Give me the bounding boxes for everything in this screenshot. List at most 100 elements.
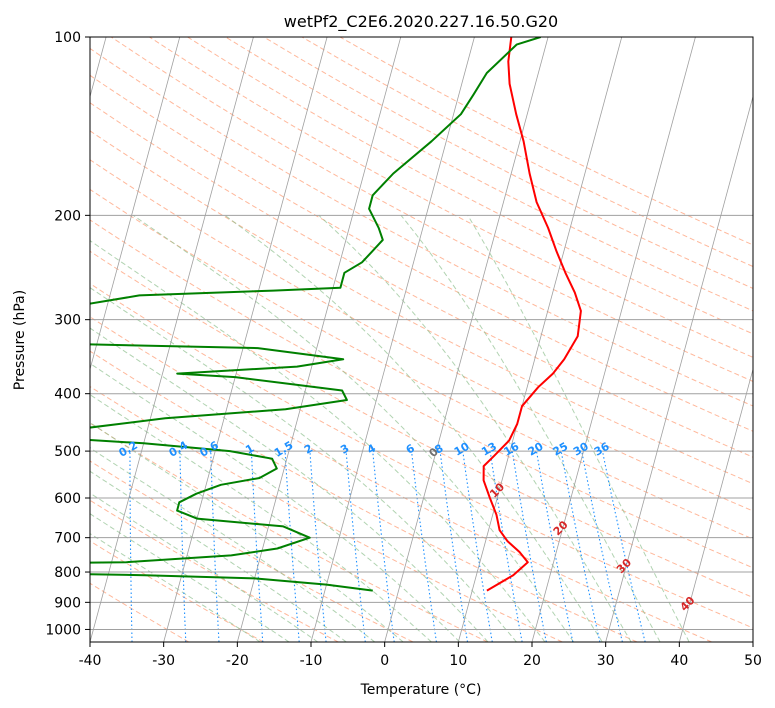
mixing-ratio-line [439, 451, 469, 642]
y-tick-label: 700 [54, 531, 81, 547]
dry-adiabat [90, 385, 563, 642]
mixing-ratio-label: 13 [479, 440, 499, 459]
moist-adiabat [90, 470, 347, 642]
isotherm-line [90, 37, 254, 642]
mixing-ratio-line [129, 451, 133, 642]
moist-adiabat [132, 214, 574, 642]
mixing-ratio-line [345, 451, 366, 642]
x-tick-label: 0 [380, 653, 389, 669]
x-tick-label: 50 [744, 653, 762, 669]
dry-adiabat [90, 219, 753, 569]
dry-adiabat [149, 37, 753, 358]
dry-adiabat [90, 316, 712, 642]
dry-adiabat [90, 130, 753, 485]
moist-adiabat [90, 240, 546, 642]
isoline-label-layer: -100-90-80-70-60-50-40-30-20-10010203040… [70, 438, 698, 613]
plot-frame [89, 36, 754, 643]
mixing-ratio-label: 20 [526, 440, 546, 459]
grid-layer [82, 37, 753, 642]
mixing-ratio-label: 6 [404, 441, 417, 456]
mixing-ratio-line [411, 451, 437, 642]
mixing-ratio-label: 0.1 [70, 439, 93, 460]
x-tick-label: -10 [300, 653, 323, 669]
moist-adiabat [90, 394, 432, 642]
dry-adiabat [90, 250, 753, 599]
moist-adiabat [318, 214, 632, 642]
y-tick-label: 500 [54, 444, 81, 460]
x-tick-label: 10 [449, 653, 467, 669]
mixing-ratio-line [82, 451, 83, 642]
isotherm-line [384, 37, 549, 642]
dry-adiabat [90, 282, 753, 629]
dry-adiabat [90, 422, 488, 642]
y-tick-label: 200 [54, 208, 81, 224]
moist-adiabat [90, 447, 376, 642]
y-axis-label: Pressure (hPa) [12, 290, 28, 390]
dry-adiabat [90, 74, 753, 432]
mixing-ratio-line [309, 451, 327, 642]
isotherm-line [90, 37, 181, 371]
mixing-ratio-label: 4 [365, 441, 378, 456]
isotherm-line [678, 367, 753, 642]
dry-adiabat [187, 37, 753, 335]
mixing-ratio-label: 1.5 [272, 439, 295, 460]
dry-adiabat [90, 460, 414, 642]
series-layer [90, 37, 582, 592]
mixing-ratio-label: 36 [592, 440, 612, 459]
dry-adiabat [90, 499, 339, 642]
dry-adiabat [339, 37, 753, 246]
mixing-ratio-line [284, 451, 300, 642]
dry-adiabat [90, 350, 638, 642]
y-tick-label: 800 [54, 565, 81, 581]
isotherm-line [163, 37, 328, 642]
dewpoint-profile-line [90, 37, 542, 592]
moist-adiabat [90, 492, 319, 642]
moist-adiabat [90, 327, 489, 642]
y-tick-label: 900 [54, 595, 81, 611]
isotherm-line [531, 37, 696, 642]
dry-adiabat [90, 582, 190, 642]
axis-layer: -40 -30 -20 -10 0 10 20 30 40 5010020030040050060… [45, 30, 762, 669]
mixing-ratio-line [601, 450, 646, 642]
moist-adiabat [90, 421, 404, 642]
isotherm-line [236, 37, 402, 642]
moist-adiabat [90, 513, 290, 642]
y-tick-label: 600 [54, 491, 81, 507]
mixing-ratio-line [535, 451, 574, 642]
x-tick-label: 40 [670, 653, 688, 669]
mixing-ratio-line [560, 451, 601, 642]
x-tick-label: -40 [79, 653, 102, 669]
moist-adiabat [224, 214, 603, 642]
dry-adiabat [225, 37, 753, 312]
moist-adiabat [90, 287, 517, 642]
isotherm-label: 30 [614, 556, 634, 576]
mixing-ratio-line [581, 450, 623, 642]
y-tick-label: 100 [54, 30, 81, 46]
mixing-ratio-label: 10 [452, 440, 472, 459]
x-tick-label: 30 [597, 653, 615, 669]
dry-adiabat [90, 159, 753, 512]
dry-adiabat [110, 37, 753, 382]
dry-adiabat [263, 37, 753, 289]
dry-adiabat [90, 47, 753, 407]
chart-title: wetPf2_C2E6.2020.227.16.50.G20 [284, 12, 558, 32]
y-tick-label: 400 [54, 387, 81, 403]
dry-adiabat [90, 188, 753, 540]
moist-adiabat [400, 214, 661, 642]
mixing-ratio-label: 0.4 [167, 438, 191, 459]
isotherm-line [457, 37, 623, 642]
moist-adiabat [467, 215, 690, 642]
temperature-profile-line [482, 37, 582, 592]
isotherm-line [310, 37, 475, 642]
mixing-ratio-label: 30 [571, 440, 591, 459]
y-tick-label: 300 [54, 313, 81, 329]
isotherm-line [752, 640, 753, 642]
x-tick-label: 20 [523, 653, 541, 669]
x-tick-label: -30 [152, 653, 175, 669]
x-axis-label: Temperature (°C) [360, 682, 482, 698]
y-tick-label: 1000 [45, 622, 81, 638]
x-tick-label: -20 [226, 653, 249, 669]
dry-adiabat [90, 102, 753, 458]
isotherm-line [605, 95, 753, 642]
